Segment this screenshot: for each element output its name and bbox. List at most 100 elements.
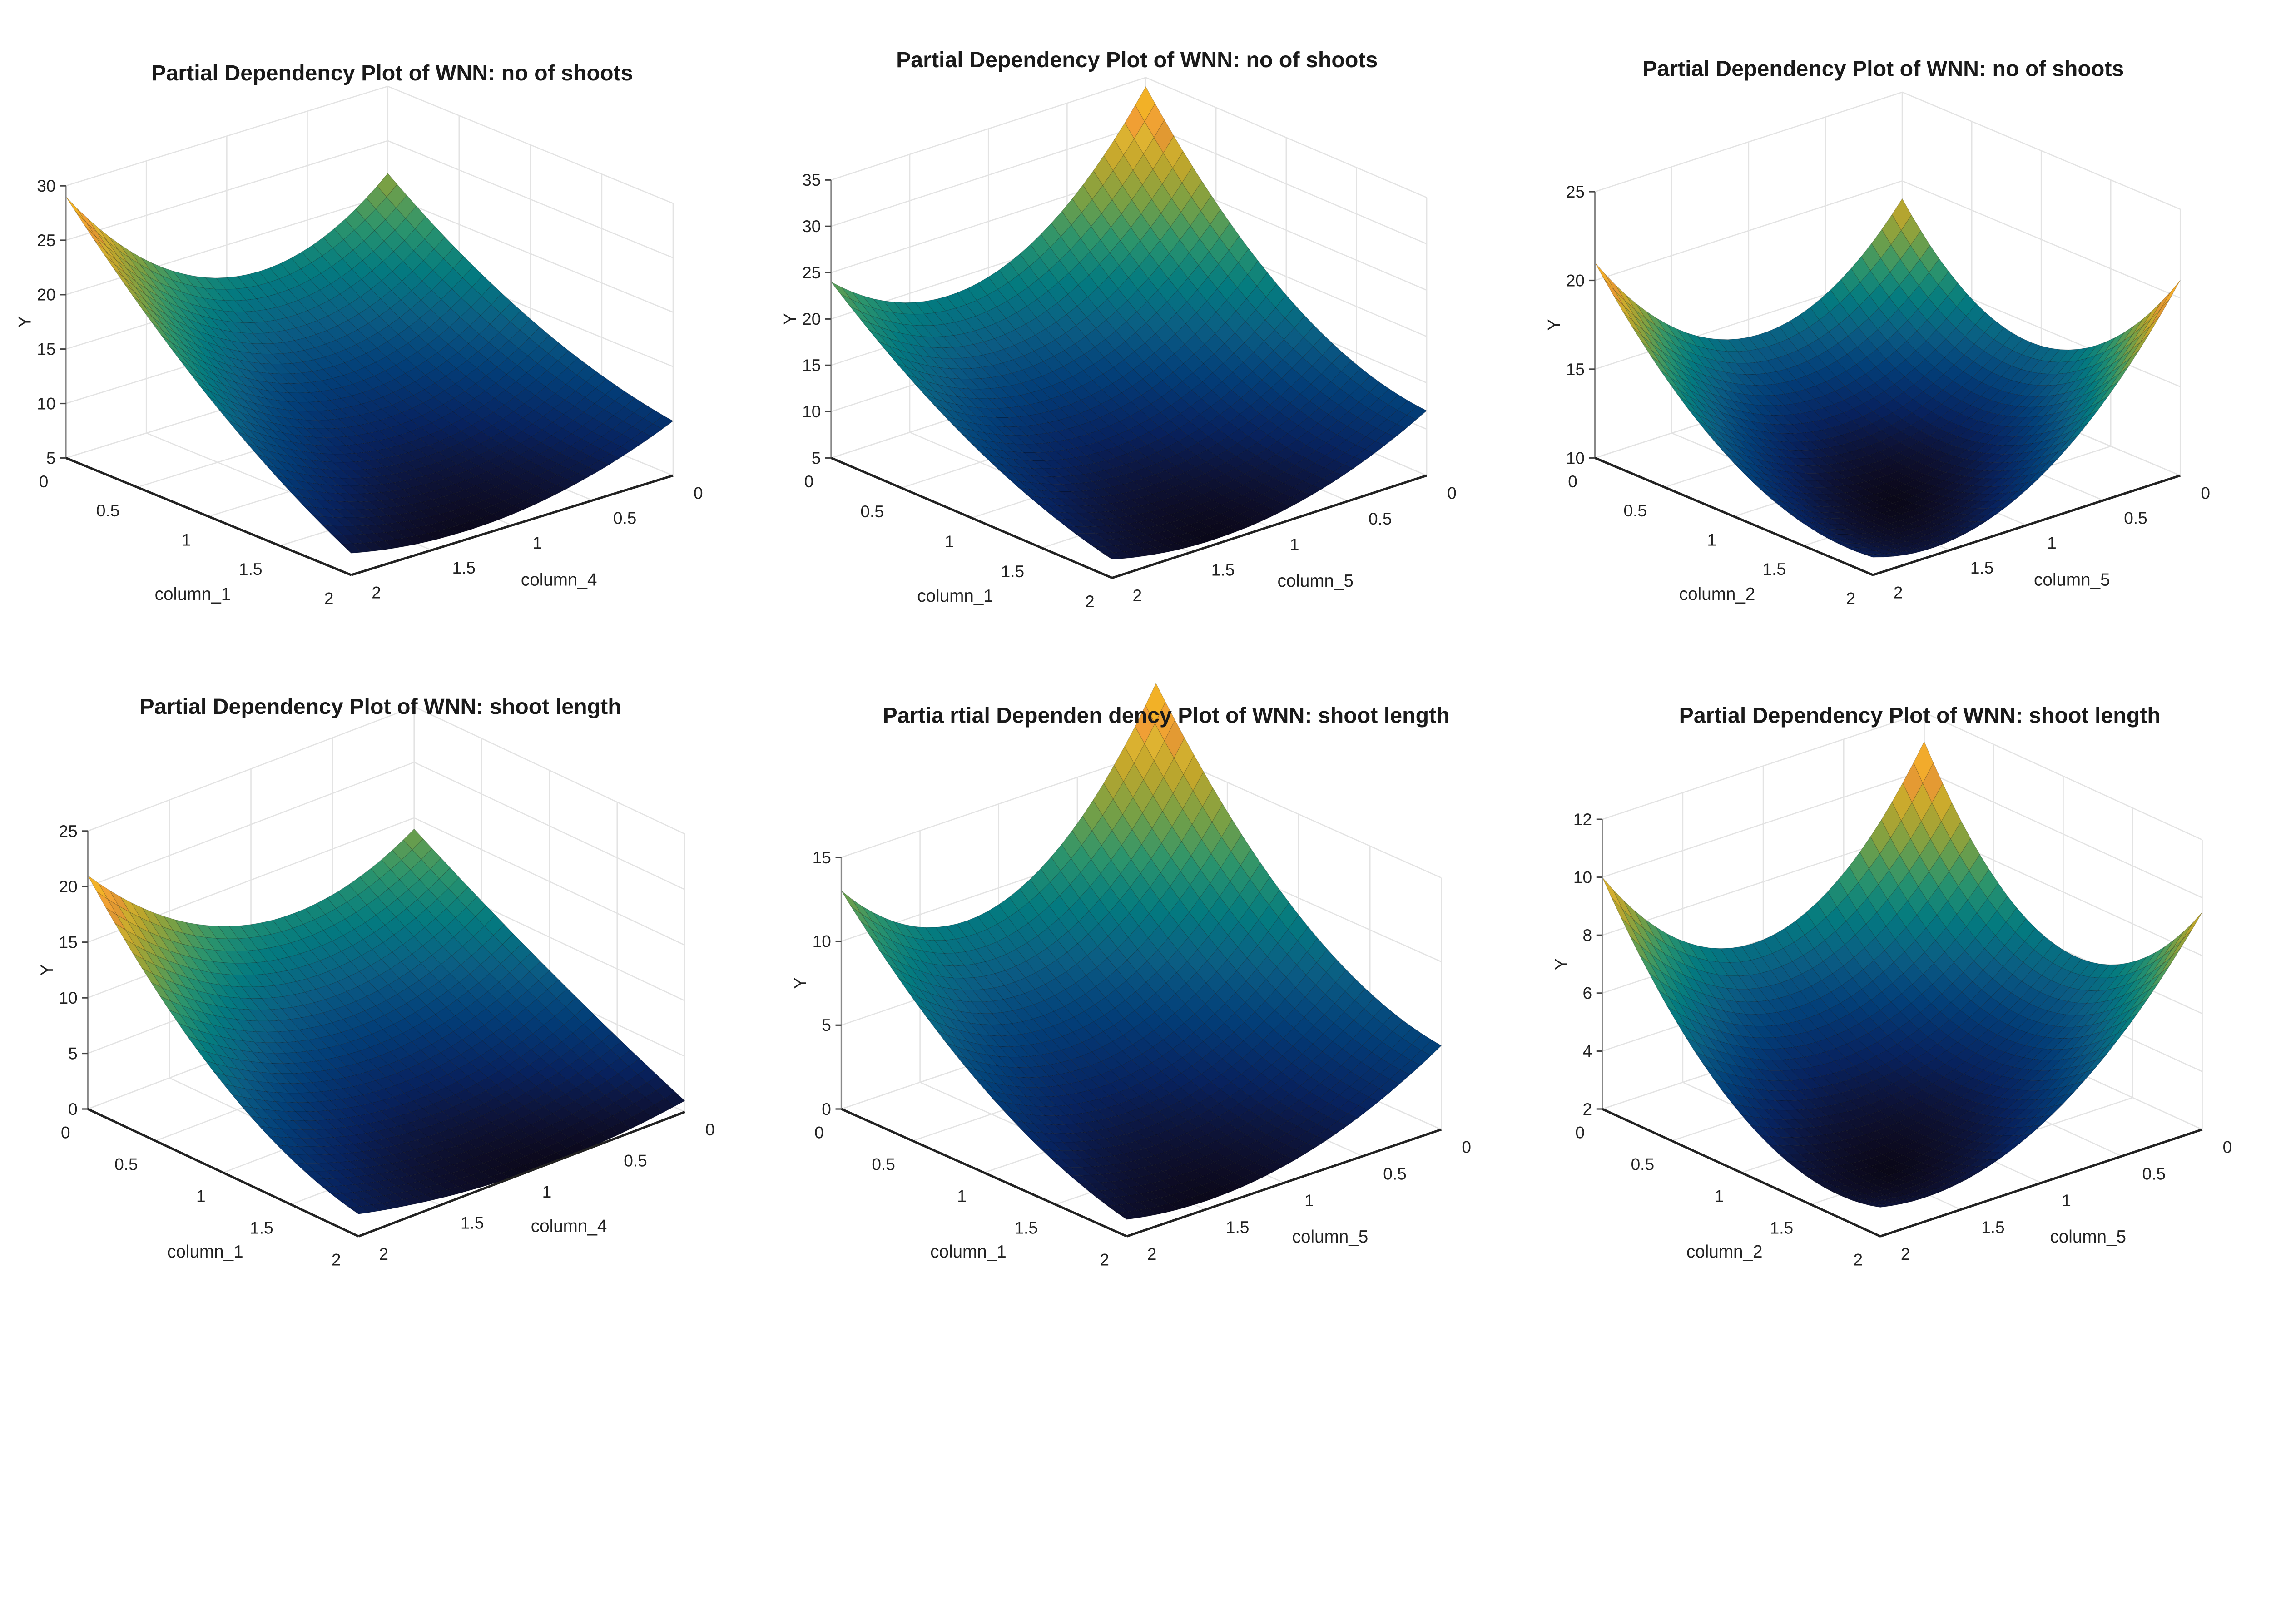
x-axis-label: column_1: [930, 1242, 1007, 1262]
z-tick-label: 30: [802, 217, 821, 236]
z-tick-label: 10: [802, 402, 821, 421]
y-axis-line: [351, 474, 674, 576]
surface: [831, 86, 1427, 560]
x-tick-label: 0.5: [860, 502, 883, 521]
z-axis-label: Y: [15, 316, 35, 328]
surface-patch: [1102, 552, 1124, 560]
x-tick-label: 1: [196, 1187, 206, 1206]
z-tick-label: 10: [37, 394, 55, 413]
y-tick-label: 0.5: [2124, 508, 2147, 527]
z-tick-label: 25: [59, 822, 78, 841]
y-tick-label: 2: [1894, 583, 1903, 602]
z-tick-label: 20: [1566, 271, 1585, 290]
z-tick-label: 25: [1566, 182, 1585, 201]
z-axis-label: Y: [37, 964, 57, 976]
z-tick-label: 15: [813, 848, 831, 867]
y-tick-label: 1: [542, 1182, 552, 1201]
surface: [65, 173, 674, 554]
z-axis-label: Y: [781, 313, 800, 325]
chart-title: Partial Dependency Plot of WNN: no of sh…: [1642, 57, 2124, 81]
x-tick-label: 2: [332, 1250, 341, 1269]
y-tick-label: 0: [694, 484, 703, 503]
gridline: [1595, 91, 2181, 210]
x-tick-label: 0: [39, 472, 49, 491]
x-tick-label: 1: [182, 530, 191, 550]
y-tick-label: 1: [533, 533, 542, 552]
y-axis-label: column_5: [2034, 570, 2110, 589]
y-axis-label: column_4: [531, 1217, 607, 1236]
x-tick-label: 1.5: [239, 559, 262, 579]
surface-patch: [841, 891, 862, 914]
x-tick-label: 0.5: [1623, 501, 1646, 520]
surface-patch: [1864, 554, 1884, 558]
y-tick-label: 0: [1462, 1138, 1471, 1157]
x-tick-label: 1: [957, 1187, 967, 1206]
y-tick-label: 1.5: [1211, 560, 1235, 579]
x-tick-label: 0.5: [872, 1155, 895, 1174]
y-tick-label: 0: [705, 1120, 715, 1139]
z-tick-label: 0: [68, 1099, 78, 1119]
x-tick-label: 0: [804, 472, 814, 491]
z-tick-label: 5: [46, 448, 56, 467]
x-axis-label: column_1: [167, 1242, 243, 1262]
z-tick-label: 5: [822, 1015, 831, 1035]
surface-patch: [341, 543, 362, 554]
z-tick-label: 15: [37, 340, 55, 359]
surface: [87, 828, 685, 1214]
z-tick-label: 25: [37, 231, 55, 250]
x-axis-line: [1594, 456, 1874, 576]
z-tick-label: 5: [68, 1044, 78, 1063]
y-tick-label: 2: [372, 583, 381, 602]
chart-panel-1: 5101520253000.511.5200.511.52column_1col…: [15, 61, 703, 608]
x-tick-label: 1: [945, 532, 954, 551]
y-tick-label: 1: [2047, 533, 2057, 552]
y-tick-label: 1.5: [1970, 558, 1993, 577]
y-tick-label: 1: [1304, 1191, 1314, 1210]
surface: [1602, 741, 2202, 1208]
y-tick-label: 0.5: [624, 1151, 647, 1170]
z-tick-label: 30: [37, 176, 55, 195]
y-axis-line: [1872, 474, 2181, 576]
x-tick-label: 2: [324, 589, 334, 608]
surface-patch: [2160, 280, 2181, 309]
chart-title: Partia rtial Dependen dency Plot of WNN:…: [883, 703, 1450, 728]
x-tick-label: 1.5: [1014, 1218, 1037, 1238]
z-tick-label: 15: [59, 933, 78, 952]
y-tick-label: 0: [1447, 484, 1457, 503]
x-axis-line: [65, 456, 352, 576]
y-tick-label: 0.5: [1383, 1164, 1406, 1183]
y-tick-label: 1.5: [452, 558, 475, 577]
surface-patch: [65, 196, 86, 223]
y-tick-label: 2: [1147, 1244, 1157, 1263]
chart-title: Partial Dependency Plot of WNN: no of sh…: [896, 48, 1378, 72]
gridline: [87, 706, 685, 835]
y-tick-label: 1: [1290, 535, 1299, 554]
z-tick-label: 20: [37, 285, 55, 304]
z-tick-label: 35: [802, 170, 821, 189]
x-tick-label: 2: [1100, 1250, 1109, 1269]
x-axis-line: [830, 457, 1113, 579]
x-tick-label: 0: [814, 1123, 824, 1142]
z-tick-label: 5: [812, 448, 821, 467]
y-axis-label: column_5: [1277, 571, 1354, 591]
x-tick-label: 1.5: [1001, 562, 1024, 581]
y-tick-label: 1.5: [461, 1213, 484, 1232]
z-tick-label: 15: [1566, 360, 1585, 379]
x-axis-label: column_2: [1679, 584, 1755, 604]
chart-title: Partial Dependency Plot of WNN: shoot le…: [140, 694, 621, 719]
z-axis-label: Y: [791, 977, 810, 989]
z-tick-label: 10: [813, 931, 831, 951]
chart-panel-4: 051015202500.511.5200.511.52column_1colu…: [37, 694, 714, 1269]
z-axis-label: Y: [1544, 319, 1564, 331]
x-tick-label: 0: [1568, 472, 1577, 491]
x-tick-label: 0.5: [114, 1155, 138, 1174]
y-tick-label: 0: [2201, 484, 2210, 503]
surface: [841, 683, 1442, 1220]
chart-panel-6: 2468101200.511.5200.511.52column_2column…: [1552, 703, 2232, 1269]
z-tick-label: 10: [1566, 448, 1585, 467]
y-axis-label: column_5: [1292, 1227, 1369, 1247]
z-tick-label: 10: [59, 988, 78, 1007]
surface: [1595, 198, 2181, 558]
y-axis-label: column_4: [521, 570, 597, 589]
gridline: [65, 85, 674, 204]
